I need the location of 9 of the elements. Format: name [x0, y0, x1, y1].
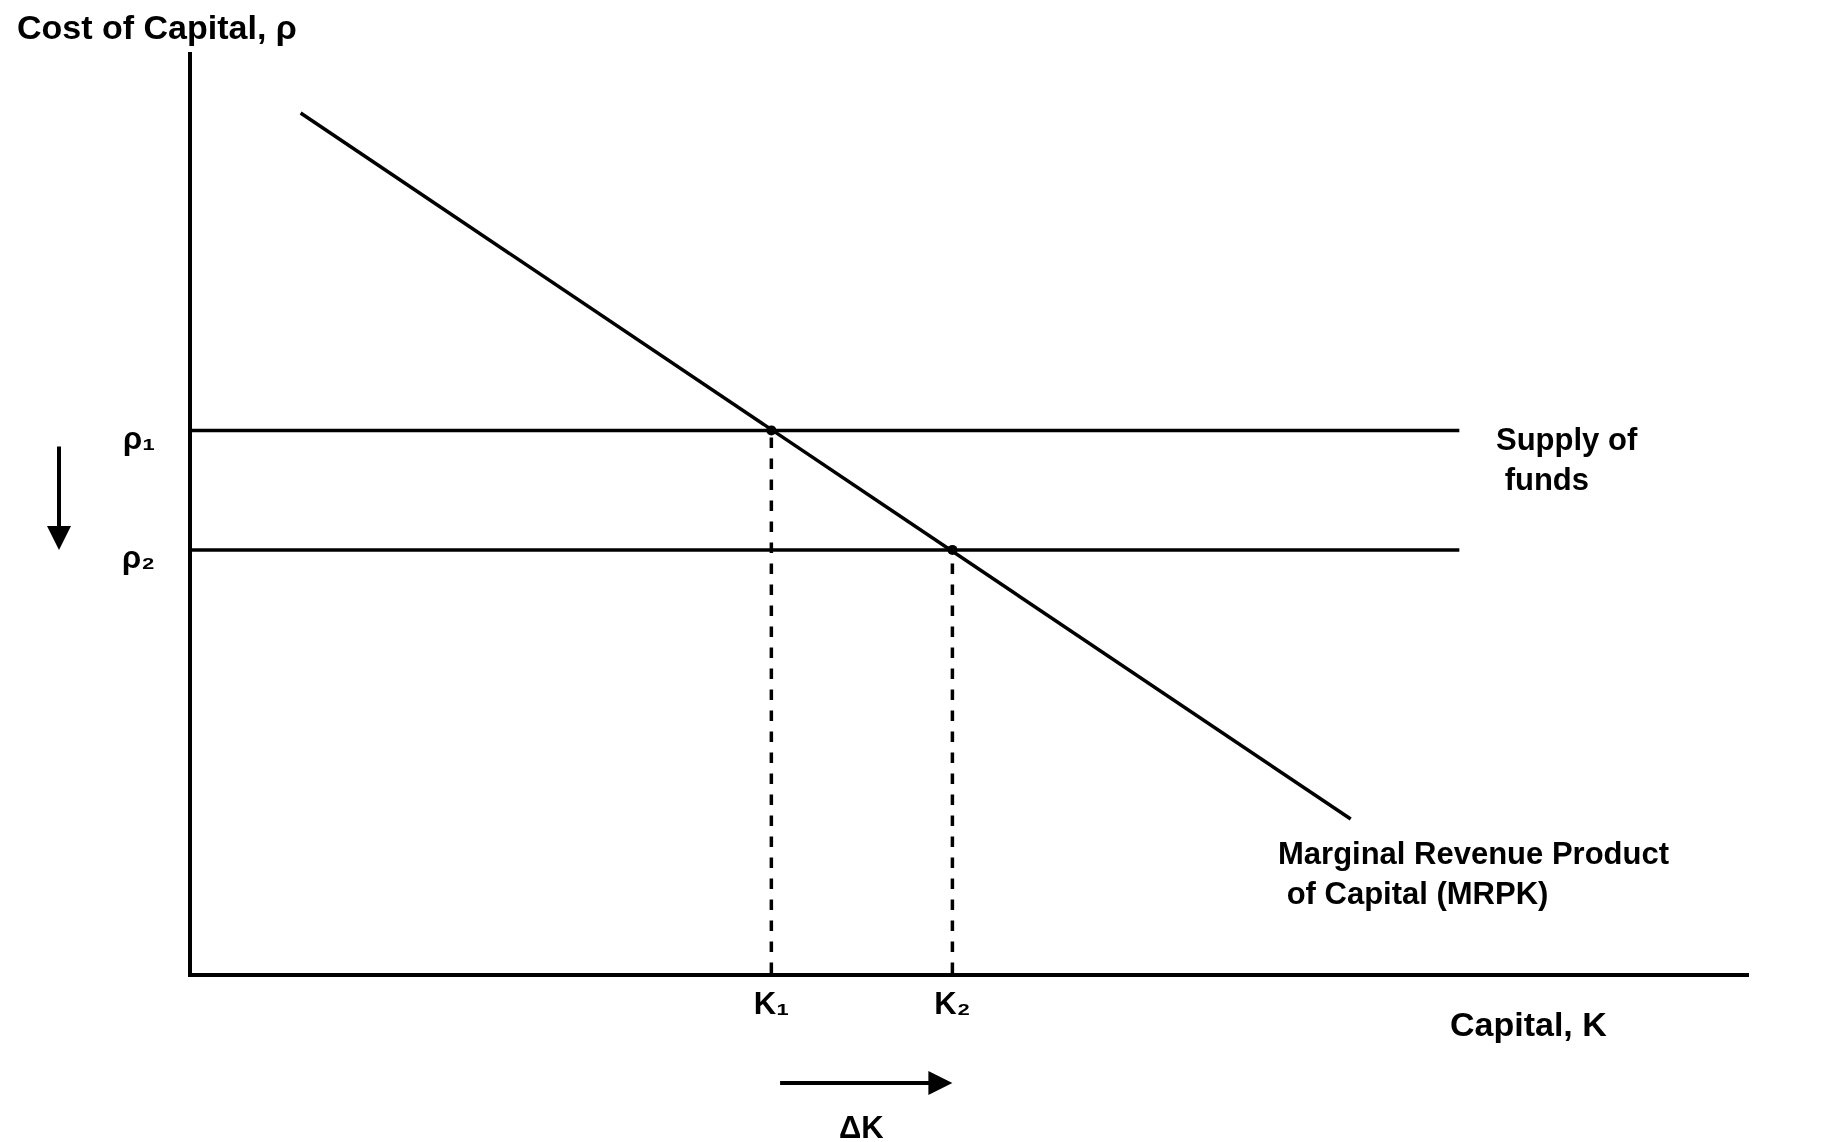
x-axis-title: Capital, K — [1450, 1005, 1608, 1043]
x-tick-label: K₂ — [934, 986, 971, 1022]
text: ρ₁ — [123, 421, 155, 456]
text: ΔK — [839, 1110, 885, 1142]
x-tick-label: K₁ — [753, 986, 789, 1022]
text: ρ₂ — [122, 540, 155, 575]
series-label: Supply of funds — [1496, 422, 1638, 498]
series-label: Marginal Revenue Product of Capital (MRPK) — [1278, 836, 1670, 912]
y-axis-title: Cost of Capital, ρ — [17, 8, 297, 46]
